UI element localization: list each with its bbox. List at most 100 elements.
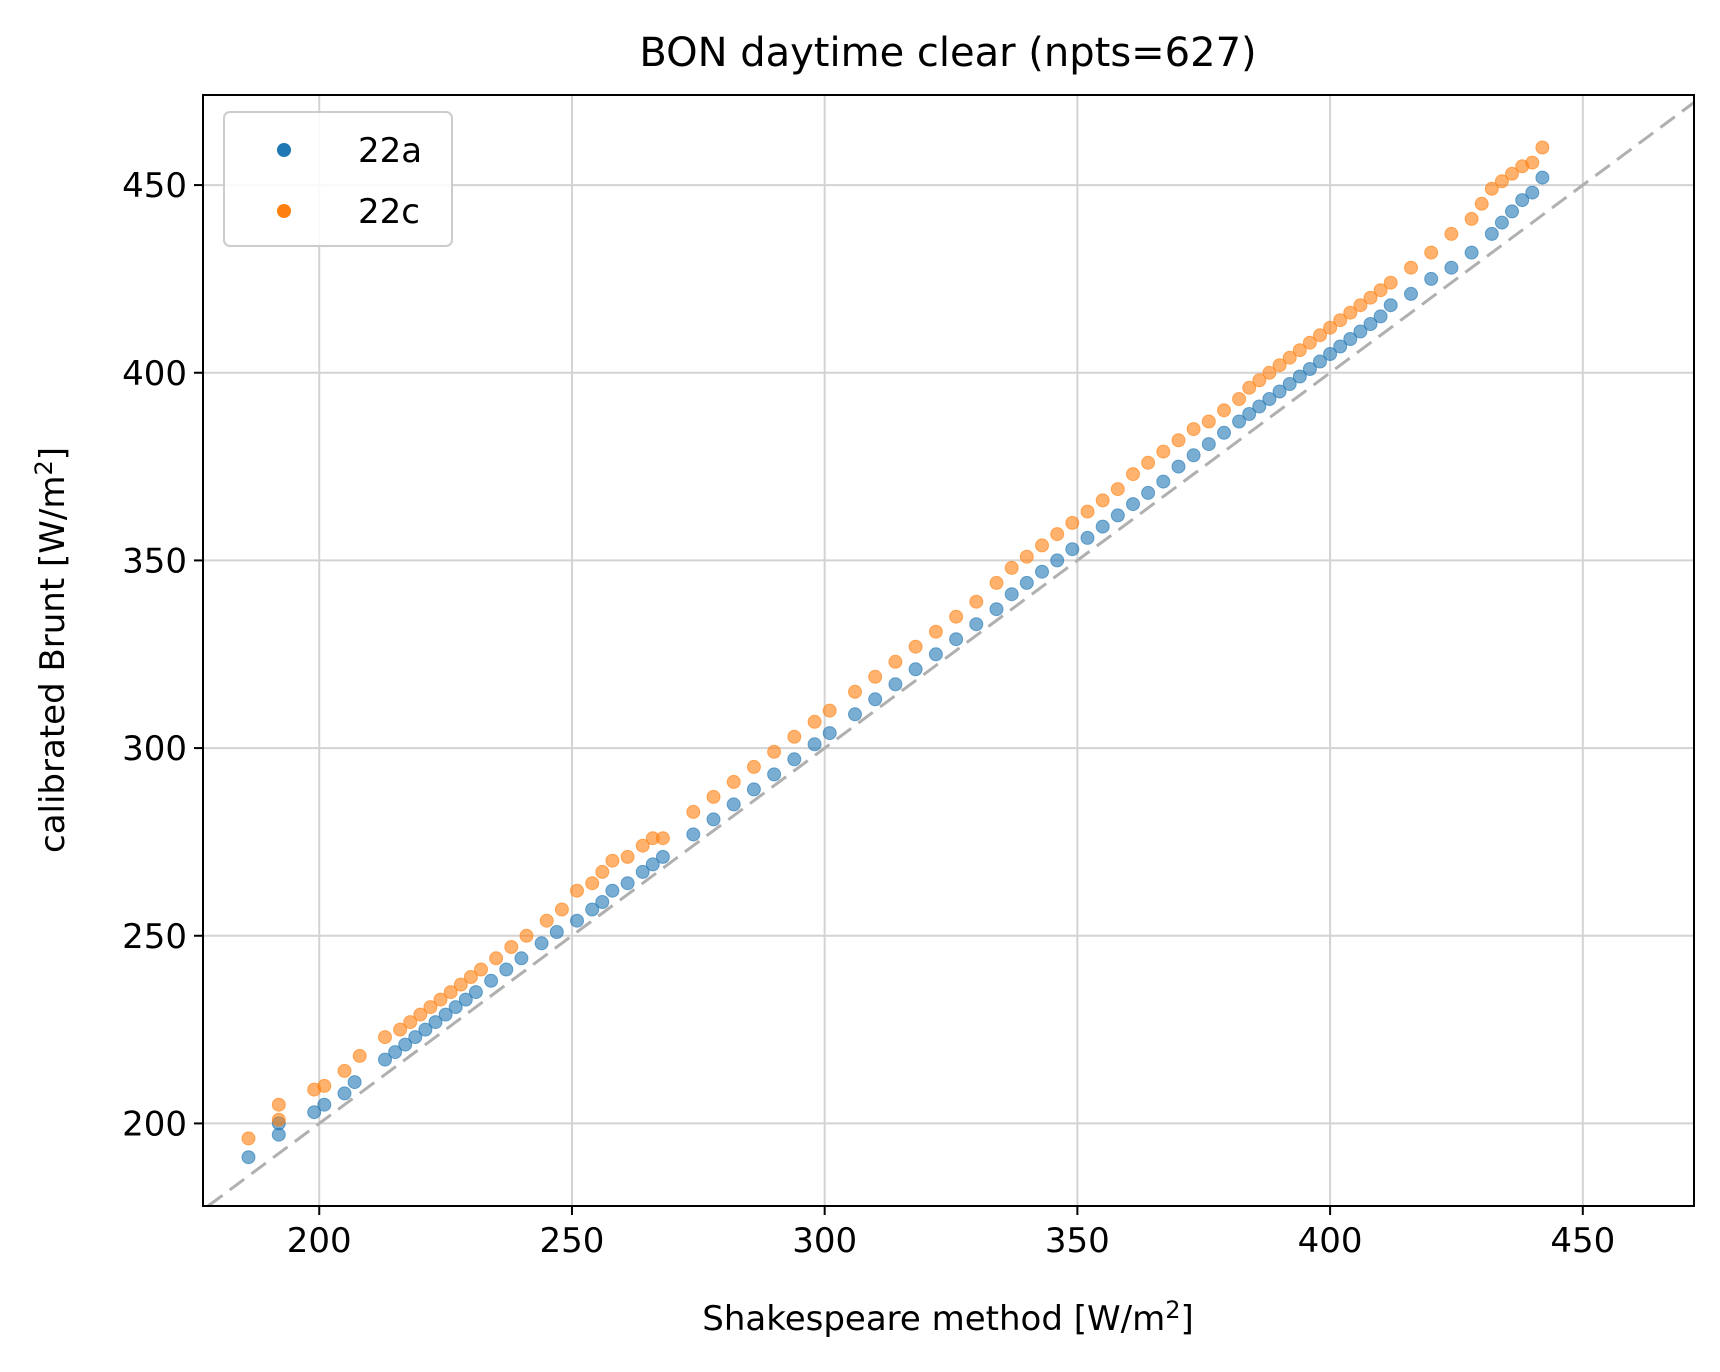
data-point-22a (534, 936, 549, 951)
data-point-22c (1505, 166, 1519, 181)
data-point-22a (1186, 448, 1201, 463)
data-point-22a (468, 985, 483, 1000)
grid-layer (203, 95, 1694, 1206)
data-point-22a (888, 677, 903, 692)
data-point-22c (271, 1097, 286, 1112)
data-point-22c (969, 594, 984, 609)
data-point-22a (1110, 508, 1125, 523)
data-point-22a (585, 902, 600, 917)
data-point-22a (989, 602, 1004, 617)
data-point-22a (1494, 215, 1509, 230)
data-point-22a (1217, 425, 1231, 440)
data-point-22a (1313, 354, 1327, 369)
data-point-22c (1252, 373, 1267, 388)
data-point-22a (645, 857, 660, 872)
data-point-22c (888, 654, 903, 669)
y-tick-label-300: 300 (122, 729, 187, 769)
plot-frame (202, 94, 1695, 1207)
data-point-22c (1080, 504, 1095, 519)
data-point-22a (1126, 497, 1140, 512)
data-point-22c (453, 977, 468, 992)
points-layer (241, 140, 1550, 1165)
data-point-22c (403, 1015, 418, 1030)
data-point-22c (595, 864, 610, 879)
data-point-22a (1515, 193, 1530, 208)
data-point-22a (1535, 170, 1550, 185)
x-tick-label-250: 250 (540, 1221, 605, 1261)
data-point-22a (1363, 317, 1378, 331)
x-axis-label-main: Shakespeare method [W/m (702, 1299, 1165, 1339)
data-point-22a (458, 992, 473, 1007)
data-point-22a (1444, 260, 1459, 275)
data-point-22c (1444, 226, 1459, 241)
data-point-22c (1363, 290, 1378, 305)
data-point-22c (1110, 482, 1125, 497)
data-point-22c (433, 992, 448, 1007)
data-point-22c (1464, 211, 1479, 226)
data-point-22a (822, 726, 837, 741)
data-point-22c (1126, 467, 1140, 482)
data-point-22a (570, 913, 584, 928)
data-point-22c (241, 1131, 256, 1146)
y-axis-label-suffix: ] (33, 447, 73, 460)
data-point-22a (1201, 437, 1216, 452)
data-point-22c (1424, 245, 1439, 260)
data-point-22a (1353, 324, 1368, 339)
data-point-22c (1201, 414, 1216, 429)
data-point-22a (969, 617, 984, 632)
data-point-22a (726, 797, 741, 812)
data-point-22a (549, 925, 564, 939)
data-point-22a (807, 737, 822, 752)
data-point-22a (241, 1150, 256, 1165)
data-point-22a (1464, 245, 1479, 260)
x-axis-label-superscript: 2 (1165, 1296, 1180, 1324)
data-point-22c (908, 639, 923, 654)
data-point-22a (1484, 226, 1499, 241)
x-tick-label-450: 450 (1550, 1221, 1615, 1261)
data-point-22c (519, 928, 534, 943)
data-point-22c (1065, 515, 1080, 530)
data-point-22a (1080, 530, 1095, 545)
data-point-22c (1282, 350, 1297, 365)
data-point-22a (448, 1000, 463, 1015)
data-point-22c (378, 1030, 392, 1045)
data-point-22c (504, 940, 519, 954)
x-tick-label-300: 300 (792, 1221, 857, 1261)
data-point-22c (1383, 275, 1398, 290)
data-point-22a (1252, 399, 1267, 414)
data-point-22a (1302, 362, 1317, 376)
data-point-22c (1050, 527, 1065, 542)
data-point-22a (1424, 271, 1439, 286)
data-point-22a (1095, 519, 1110, 534)
plot-area-background (203, 95, 1694, 1206)
data-point-22a (499, 962, 514, 977)
legend-marker-22c (277, 204, 291, 218)
data-point-22c (423, 1000, 438, 1015)
data-point-22c (337, 1063, 352, 1078)
y-axis-label-superscript: 2 (30, 460, 58, 475)
data-point-22a (408, 1030, 423, 1045)
data-point-22a (767, 767, 782, 782)
data-point-22a (514, 951, 529, 966)
data-point-22c (1353, 298, 1368, 313)
identity-reference-line (207, 101, 1695, 1208)
data-point-22a (1004, 587, 1019, 602)
data-point-22c (1035, 538, 1049, 553)
data-point-22c (620, 849, 635, 864)
data-point-22a (949, 632, 964, 647)
data-point-22c (822, 703, 837, 718)
legend-label-22a: 22a (358, 131, 422, 171)
x-tick-label-350: 350 (1045, 1221, 1110, 1261)
data-point-22c (474, 962, 488, 977)
data-point-22c (585, 876, 600, 891)
data-point-22a (1505, 204, 1519, 219)
data-point-22a (1333, 339, 1348, 354)
y-tick-label-350: 350 (122, 541, 187, 581)
data-point-22c (949, 609, 964, 624)
data-point-22c (928, 624, 943, 639)
data-point-22a (1065, 542, 1080, 557)
data-point-22c (1232, 392, 1247, 406)
data-point-22c (787, 729, 802, 744)
x-tick-label-400: 400 (1298, 1221, 1363, 1261)
data-point-22c (1323, 320, 1338, 335)
